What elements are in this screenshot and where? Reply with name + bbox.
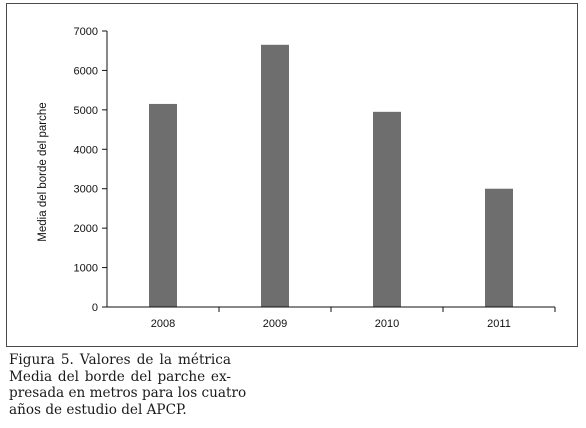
y-tick-label: 4000	[74, 144, 98, 156]
y-tick-label: 7000	[74, 26, 98, 38]
y-tick-label: 0	[92, 302, 98, 314]
bar-2011	[485, 188, 513, 307]
caption-line-3: presada en metros para los cuatro	[9, 385, 247, 401]
y-tick-label: 3000	[74, 184, 98, 196]
bars-group	[149, 44, 513, 308]
caption-line-4: años de estudio del APCP.	[9, 401, 187, 418]
y-tick-label: 5000	[74, 105, 98, 117]
figure-caption: Figura 5. Valores de la métrica Media de…	[9, 352, 247, 418]
x-tick-label: 2008	[151, 318, 175, 330]
y-axis-label: Media del borde del parche	[37, 102, 49, 241]
x-tick-label: 2010	[375, 318, 399, 330]
bar-2009	[261, 44, 289, 308]
y-axis: 0 1000 2000 3000 4000 5000 6000 7000	[74, 26, 108, 314]
y-tick-label: 2000	[74, 223, 98, 235]
caption-line-1: Figura 5. Valores de la métrica	[9, 352, 231, 368]
bar-2010	[373, 111, 401, 307]
figure-frame: 0 1000 2000 3000 4000 5000 6000 7000 2008 2009 20…	[6, 3, 578, 347]
bar-2008	[149, 103, 177, 307]
y-tick-label: 6000	[74, 65, 98, 77]
x-tick-label: 2009	[263, 318, 287, 330]
y-tick-label: 1000	[74, 263, 98, 275]
caption-line-2: Media del borde del parche ex-	[9, 368, 231, 385]
x-tick-label: 2011	[487, 318, 511, 330]
x-axis: 2008 2009 2010 2011	[107, 306, 556, 330]
